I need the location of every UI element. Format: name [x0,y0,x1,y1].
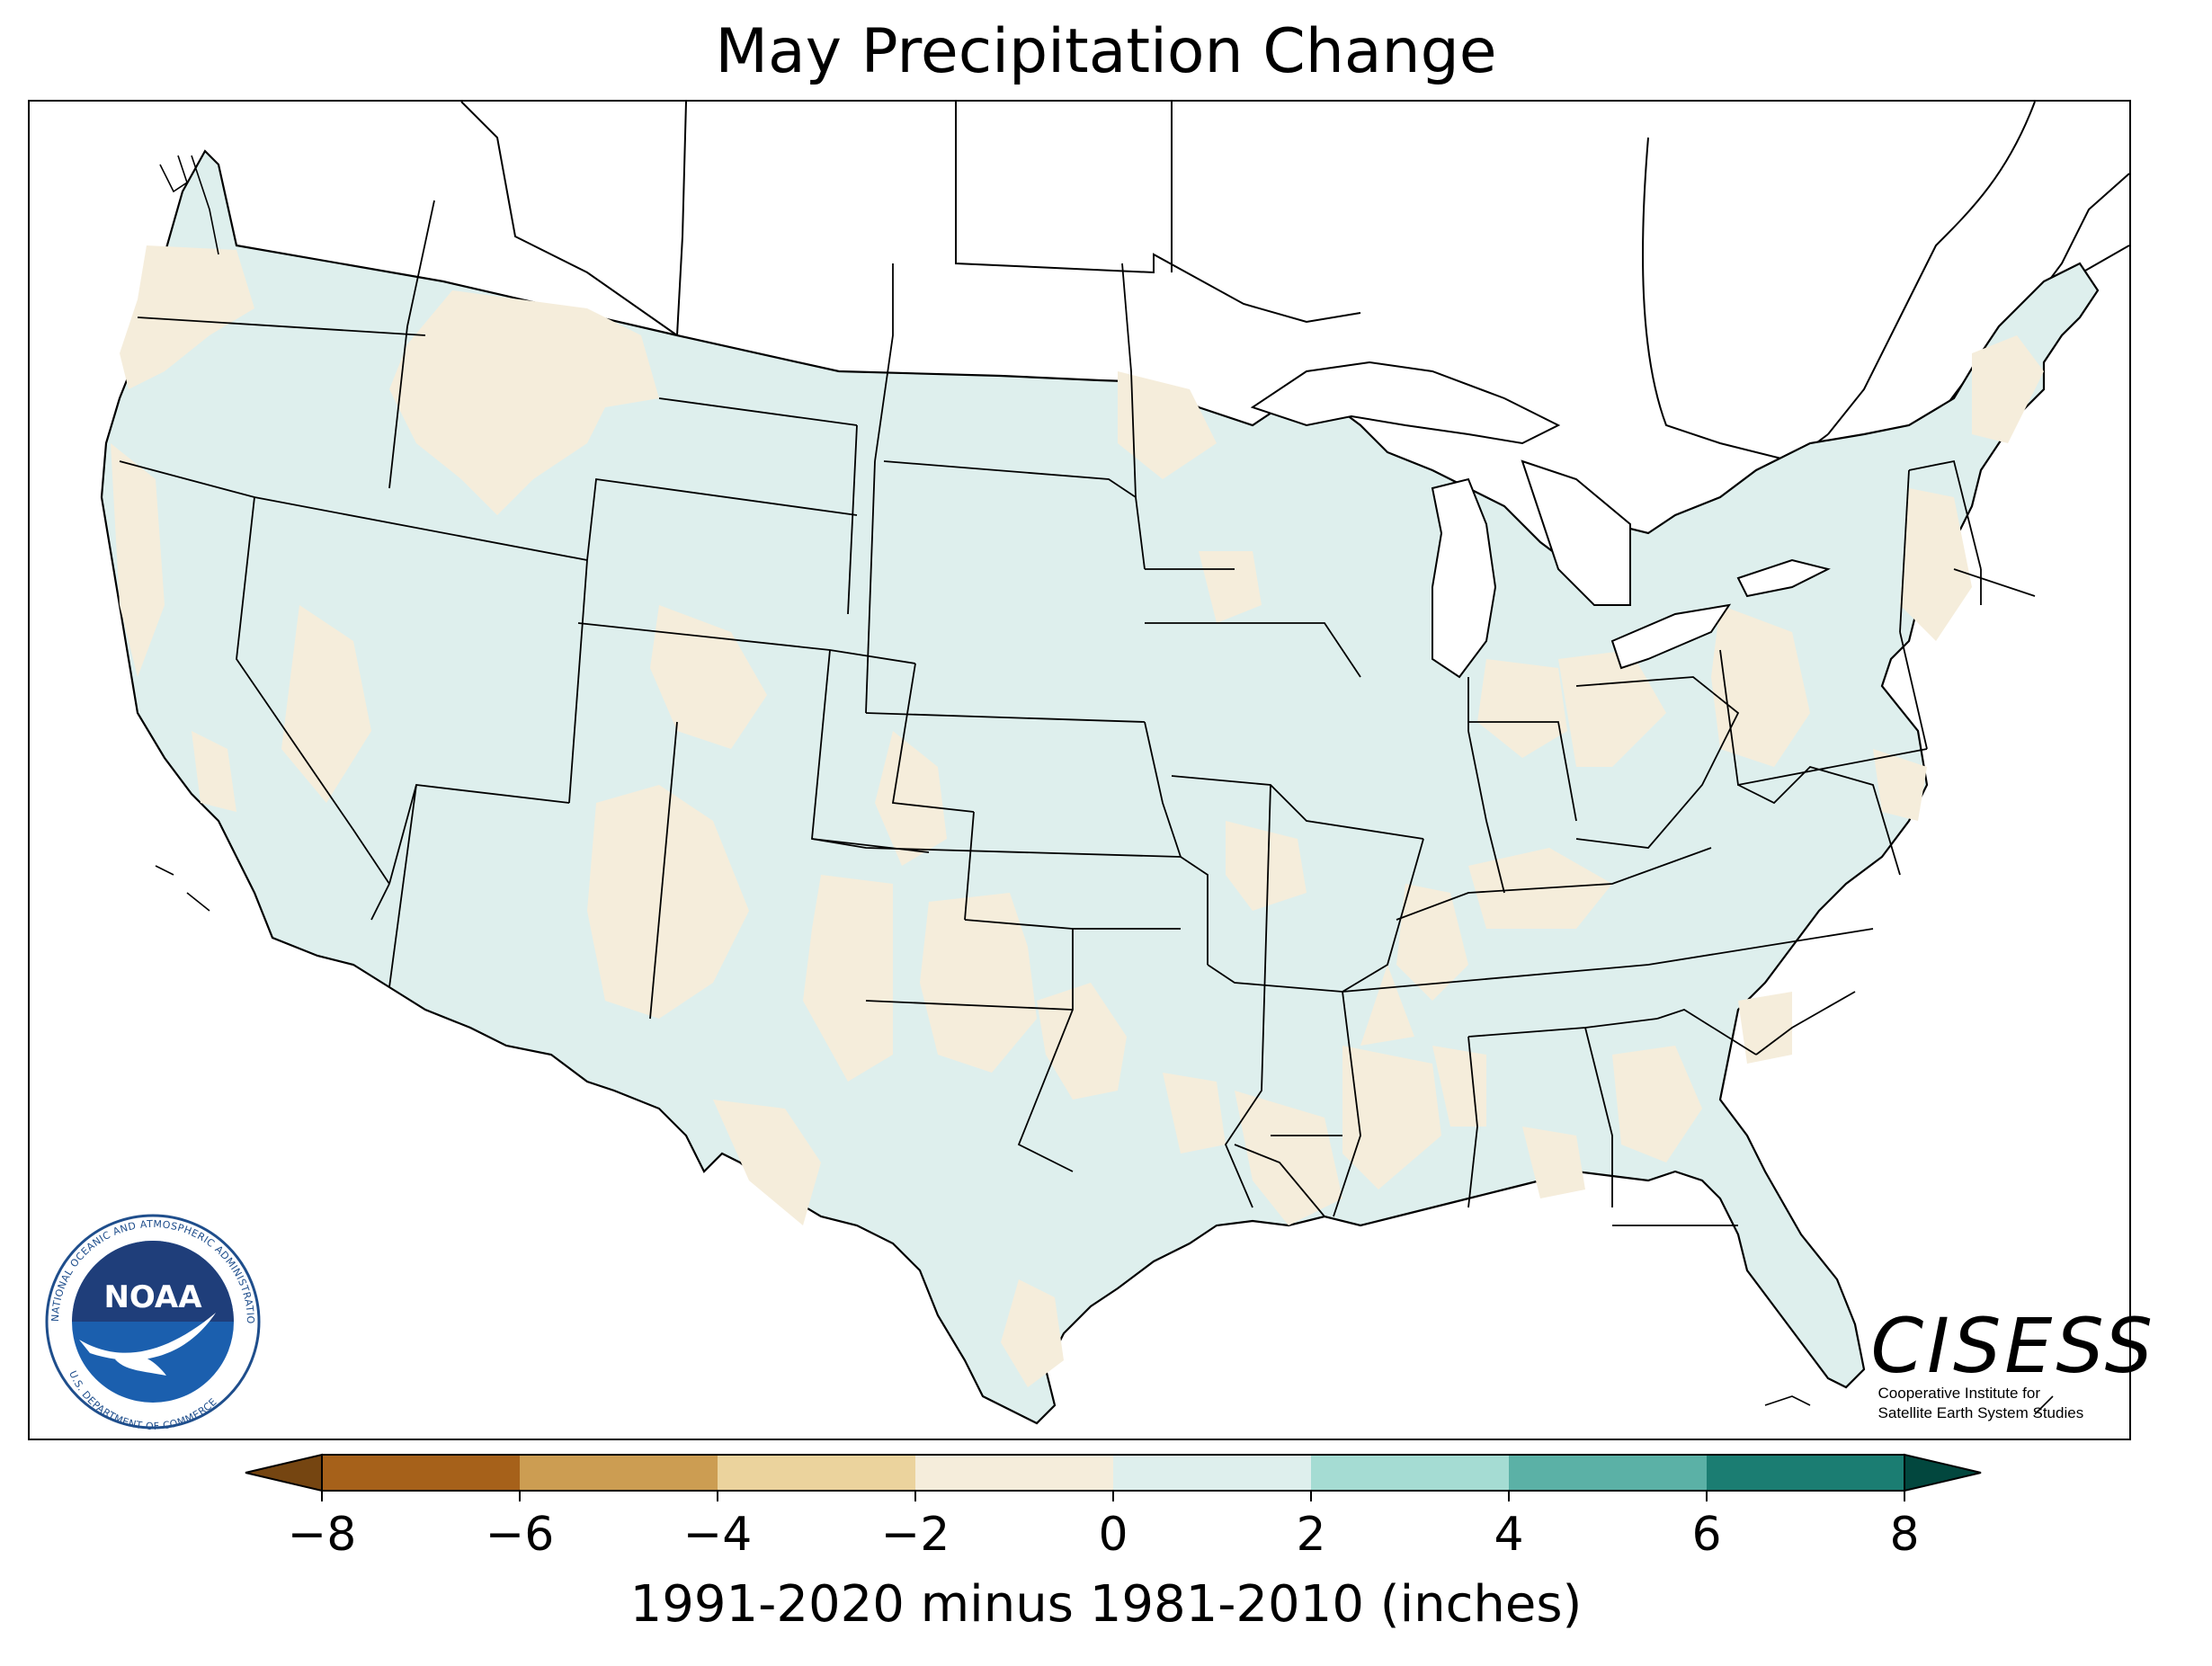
colorbar-tick-label: −8 [288,1508,357,1562]
colorbar-bin [1113,1455,1311,1491]
colorbar-tick-label: 4 [1494,1508,1523,1562]
colorbar-bin [1509,1455,1707,1491]
lake-erie [1610,603,1732,670]
colorbar: −8 −6 −4 −2 0 2 4 6 8 [245,1453,1982,1562]
cisess-logo: CISESS Cooperative Institute for Satelli… [1871,1308,2156,1423]
conus-landmass [100,149,2100,1425]
lake-superior [1250,361,1561,445]
map-title: May Precipitation Change [715,16,1497,87]
colorbar-tick-label: 0 [1098,1508,1128,1562]
drier-patches [111,245,2044,1387]
colorbar-bin [520,1455,718,1491]
noaa-logo-name: NOAA [103,1279,202,1315]
colorbar-label: 1991-2020 minus 1981-2010 (inches) [629,1575,1583,1634]
colorbar-tick-label: −4 [683,1508,753,1562]
colorbar-bin [915,1455,1113,1491]
colorbar-bin [1707,1455,1904,1491]
colorbar-tick-label: −6 [486,1508,555,1562]
colorbar-tick-label: 8 [1889,1508,1919,1562]
colorbar-extend-low [245,1453,323,1492]
colorbar-bin [718,1455,915,1491]
cisess-subtitle-line-2: Satellite Earth System Studies [1878,1404,2084,1421]
colorbar-extend-high [1904,1453,1982,1492]
cisess-subtitle-line-1: Cooperative Institute for [1878,1385,2041,1402]
map-canvas [100,102,2129,1425]
noaa-logo: NOAA NATIONAL OCEANIC AND ATMOSPHERIC AD… [32,1196,270,1442]
colorbar-tick-label: 6 [1691,1508,1721,1562]
great-lakes [1250,361,1831,679]
colorbar-bin [322,1455,520,1491]
coastal-features [155,155,2054,1415]
lake-ontario [1736,558,1831,598]
colorbar-tick-label: 2 [1296,1508,1325,1562]
cisess-name: CISESS [1870,1302,2156,1390]
map-frame [28,100,2131,1440]
lake-michigan [1431,477,1497,679]
colorbar-tick-label: −2 [881,1508,950,1562]
state-boundaries [119,200,2036,1226]
colorbar-bin [1311,1455,1509,1491]
lake-huron [1521,459,1631,606]
